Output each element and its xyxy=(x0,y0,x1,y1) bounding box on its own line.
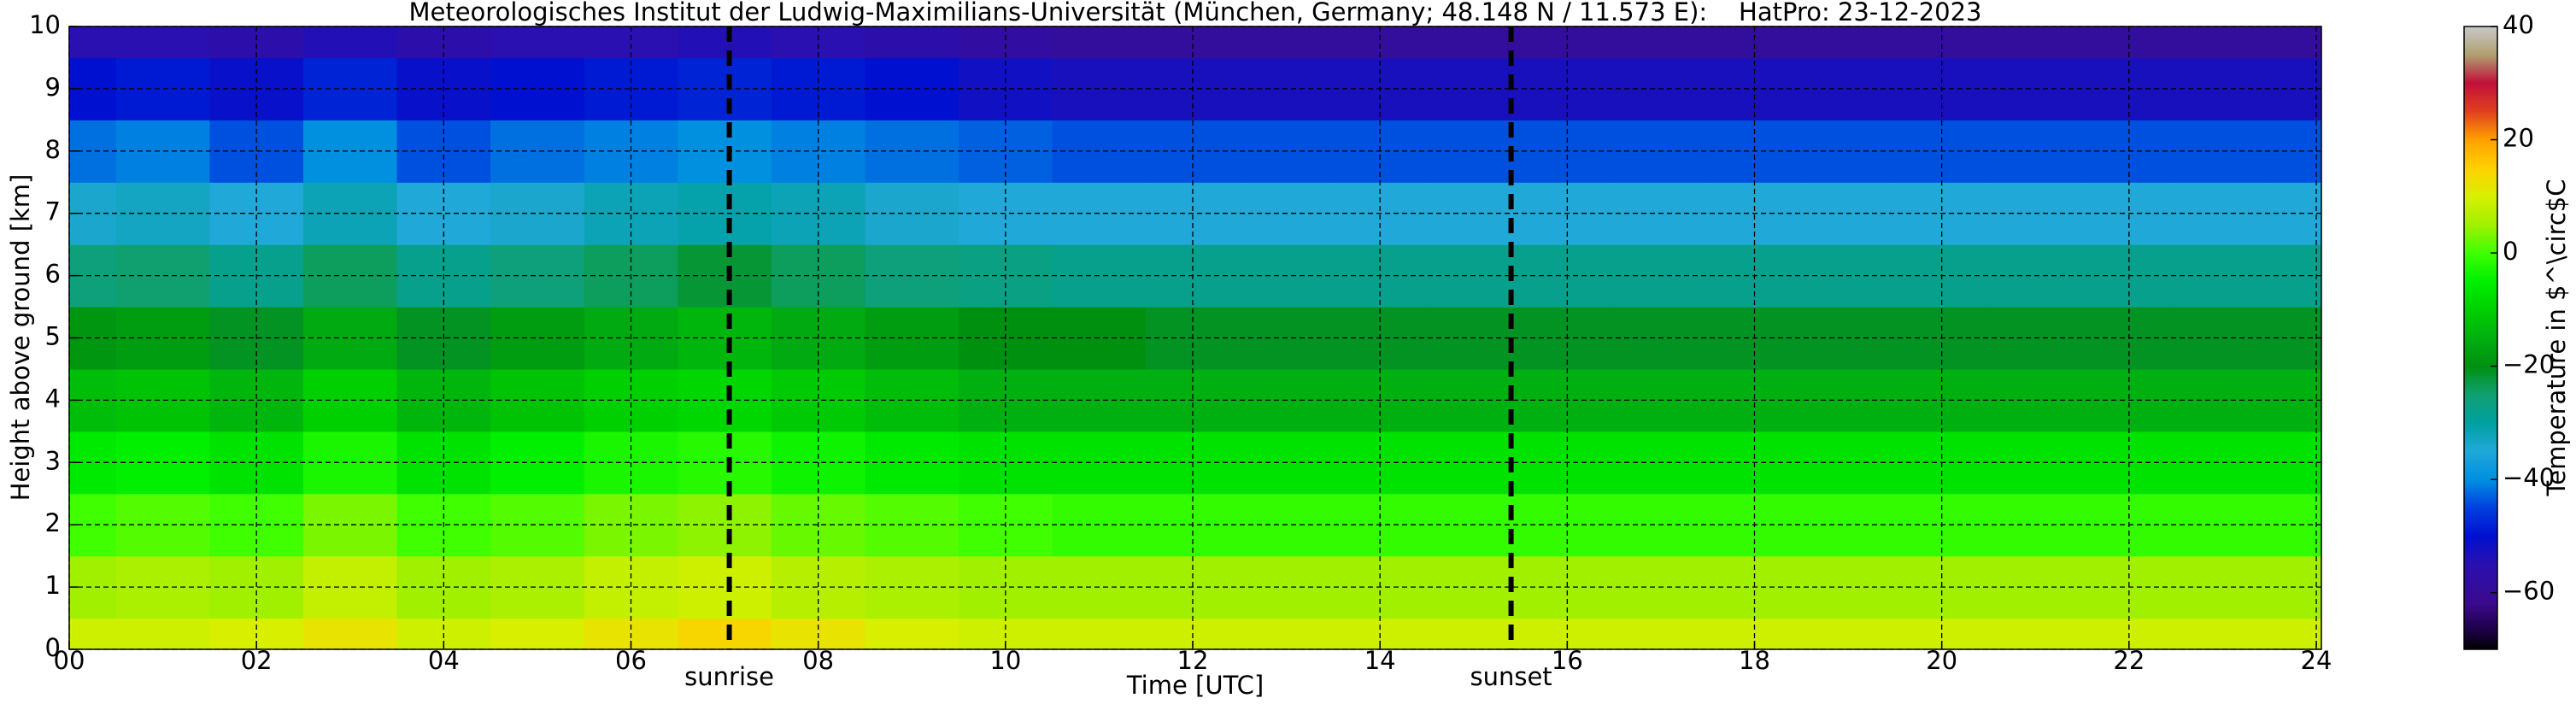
x-tick-label: 16 xyxy=(1552,646,1583,675)
heatmap-cell xyxy=(69,618,117,649)
heatmap-cell xyxy=(1239,618,1334,649)
x-axis-label: Time [UTC] xyxy=(1126,671,1264,700)
heatmap-cell xyxy=(490,431,585,495)
y-tick-label: 1 xyxy=(45,571,61,600)
y-tick-label: 7 xyxy=(45,197,61,226)
annotation-label: sunset xyxy=(1470,662,1552,691)
x-tick-label: 10 xyxy=(989,646,1021,675)
x-tick-label: 00 xyxy=(54,646,85,675)
heatmap-cell xyxy=(490,493,585,557)
x-tick-label: 08 xyxy=(802,646,834,675)
heatmap-cell xyxy=(490,26,585,59)
y-tick-label: 0 xyxy=(45,633,61,662)
heatmap-cell xyxy=(490,182,585,245)
heatmap-cell xyxy=(302,618,398,649)
y-axis-label: Height above ground [km] xyxy=(6,174,35,502)
heatmap-cell xyxy=(1239,26,1334,59)
x-tick-label: 18 xyxy=(1739,646,1770,675)
heatmap-cell xyxy=(490,307,585,370)
y-tick-label: 4 xyxy=(45,384,61,413)
heatmap-cell xyxy=(1052,26,1147,59)
heatmap-cell xyxy=(1426,26,1522,59)
heatmap-cell xyxy=(490,57,585,120)
x-tick-label: 06 xyxy=(615,646,647,675)
annotation-label: sunrise xyxy=(684,662,774,691)
y-tick-label: 2 xyxy=(45,508,61,537)
heatmap-cell xyxy=(2175,618,2270,649)
heatmap-cell xyxy=(1426,618,1522,649)
x-tick-label: 22 xyxy=(2113,646,2145,675)
heatmap-cell xyxy=(1988,26,2083,59)
heatmap-cell xyxy=(1614,26,1709,59)
heatmap-cell xyxy=(1988,618,2083,649)
colorbar-label: Temperature in $^\circ$C xyxy=(2542,179,2571,496)
heatmap-cell xyxy=(490,244,585,308)
heatmap-cell xyxy=(115,618,210,649)
x-tick-label: 24 xyxy=(2301,646,2332,675)
colorbar-tick-label: 0 xyxy=(2503,237,2518,266)
heatmap-cell xyxy=(1052,618,1147,649)
y-tick-label: 5 xyxy=(45,322,61,351)
heatmap-cell xyxy=(69,26,117,59)
heatmap-cell xyxy=(490,618,585,649)
heatmap-cell xyxy=(2269,618,2321,649)
colorbar-tick-label: 20 xyxy=(2503,124,2534,153)
plot-frame xyxy=(68,26,2322,650)
overlay xyxy=(68,26,2322,650)
heatmap-cell xyxy=(865,618,959,649)
heatmap-cell xyxy=(115,26,210,59)
y-tick-label: 8 xyxy=(45,135,61,164)
colorbar-tick-label: −40 xyxy=(2503,463,2555,492)
x-tick-label: 14 xyxy=(1364,646,1396,675)
x-tick-label: 12 xyxy=(1177,646,1209,675)
heatmap-cell xyxy=(1614,618,1709,649)
heatmap-cell xyxy=(490,120,585,183)
heatmap-cell xyxy=(302,26,398,59)
y-tick-label: 3 xyxy=(45,446,61,475)
colorbar-tick-label: −60 xyxy=(2503,577,2555,606)
y-tick-label: 9 xyxy=(45,73,61,102)
y-tick-label: 10 xyxy=(29,10,61,39)
heatmap xyxy=(69,26,2321,649)
heatmap-cell xyxy=(490,368,585,432)
heatmap-cell xyxy=(865,26,959,59)
colorbar xyxy=(2463,26,2498,650)
heatmap-cell xyxy=(1801,618,1896,649)
heatmap-cell xyxy=(490,555,585,619)
heatmap-cell xyxy=(1801,26,1896,59)
x-tick-label: 04 xyxy=(428,646,460,675)
chart-title: Meteorologisches Institut der Ludwig-Max… xyxy=(408,0,1981,26)
heatmap-cell xyxy=(678,26,772,59)
x-tick-label: 02 xyxy=(241,646,273,675)
heatmap-cell xyxy=(2269,26,2321,59)
y-tick-label: 6 xyxy=(45,260,61,289)
colorbar-tick-label: 40 xyxy=(2503,10,2534,39)
heatmap-cell xyxy=(678,618,772,649)
colorbar-tick-label: −20 xyxy=(2503,350,2555,379)
heatmap-cell xyxy=(2175,26,2270,59)
x-tick-label: 20 xyxy=(1926,646,1957,675)
